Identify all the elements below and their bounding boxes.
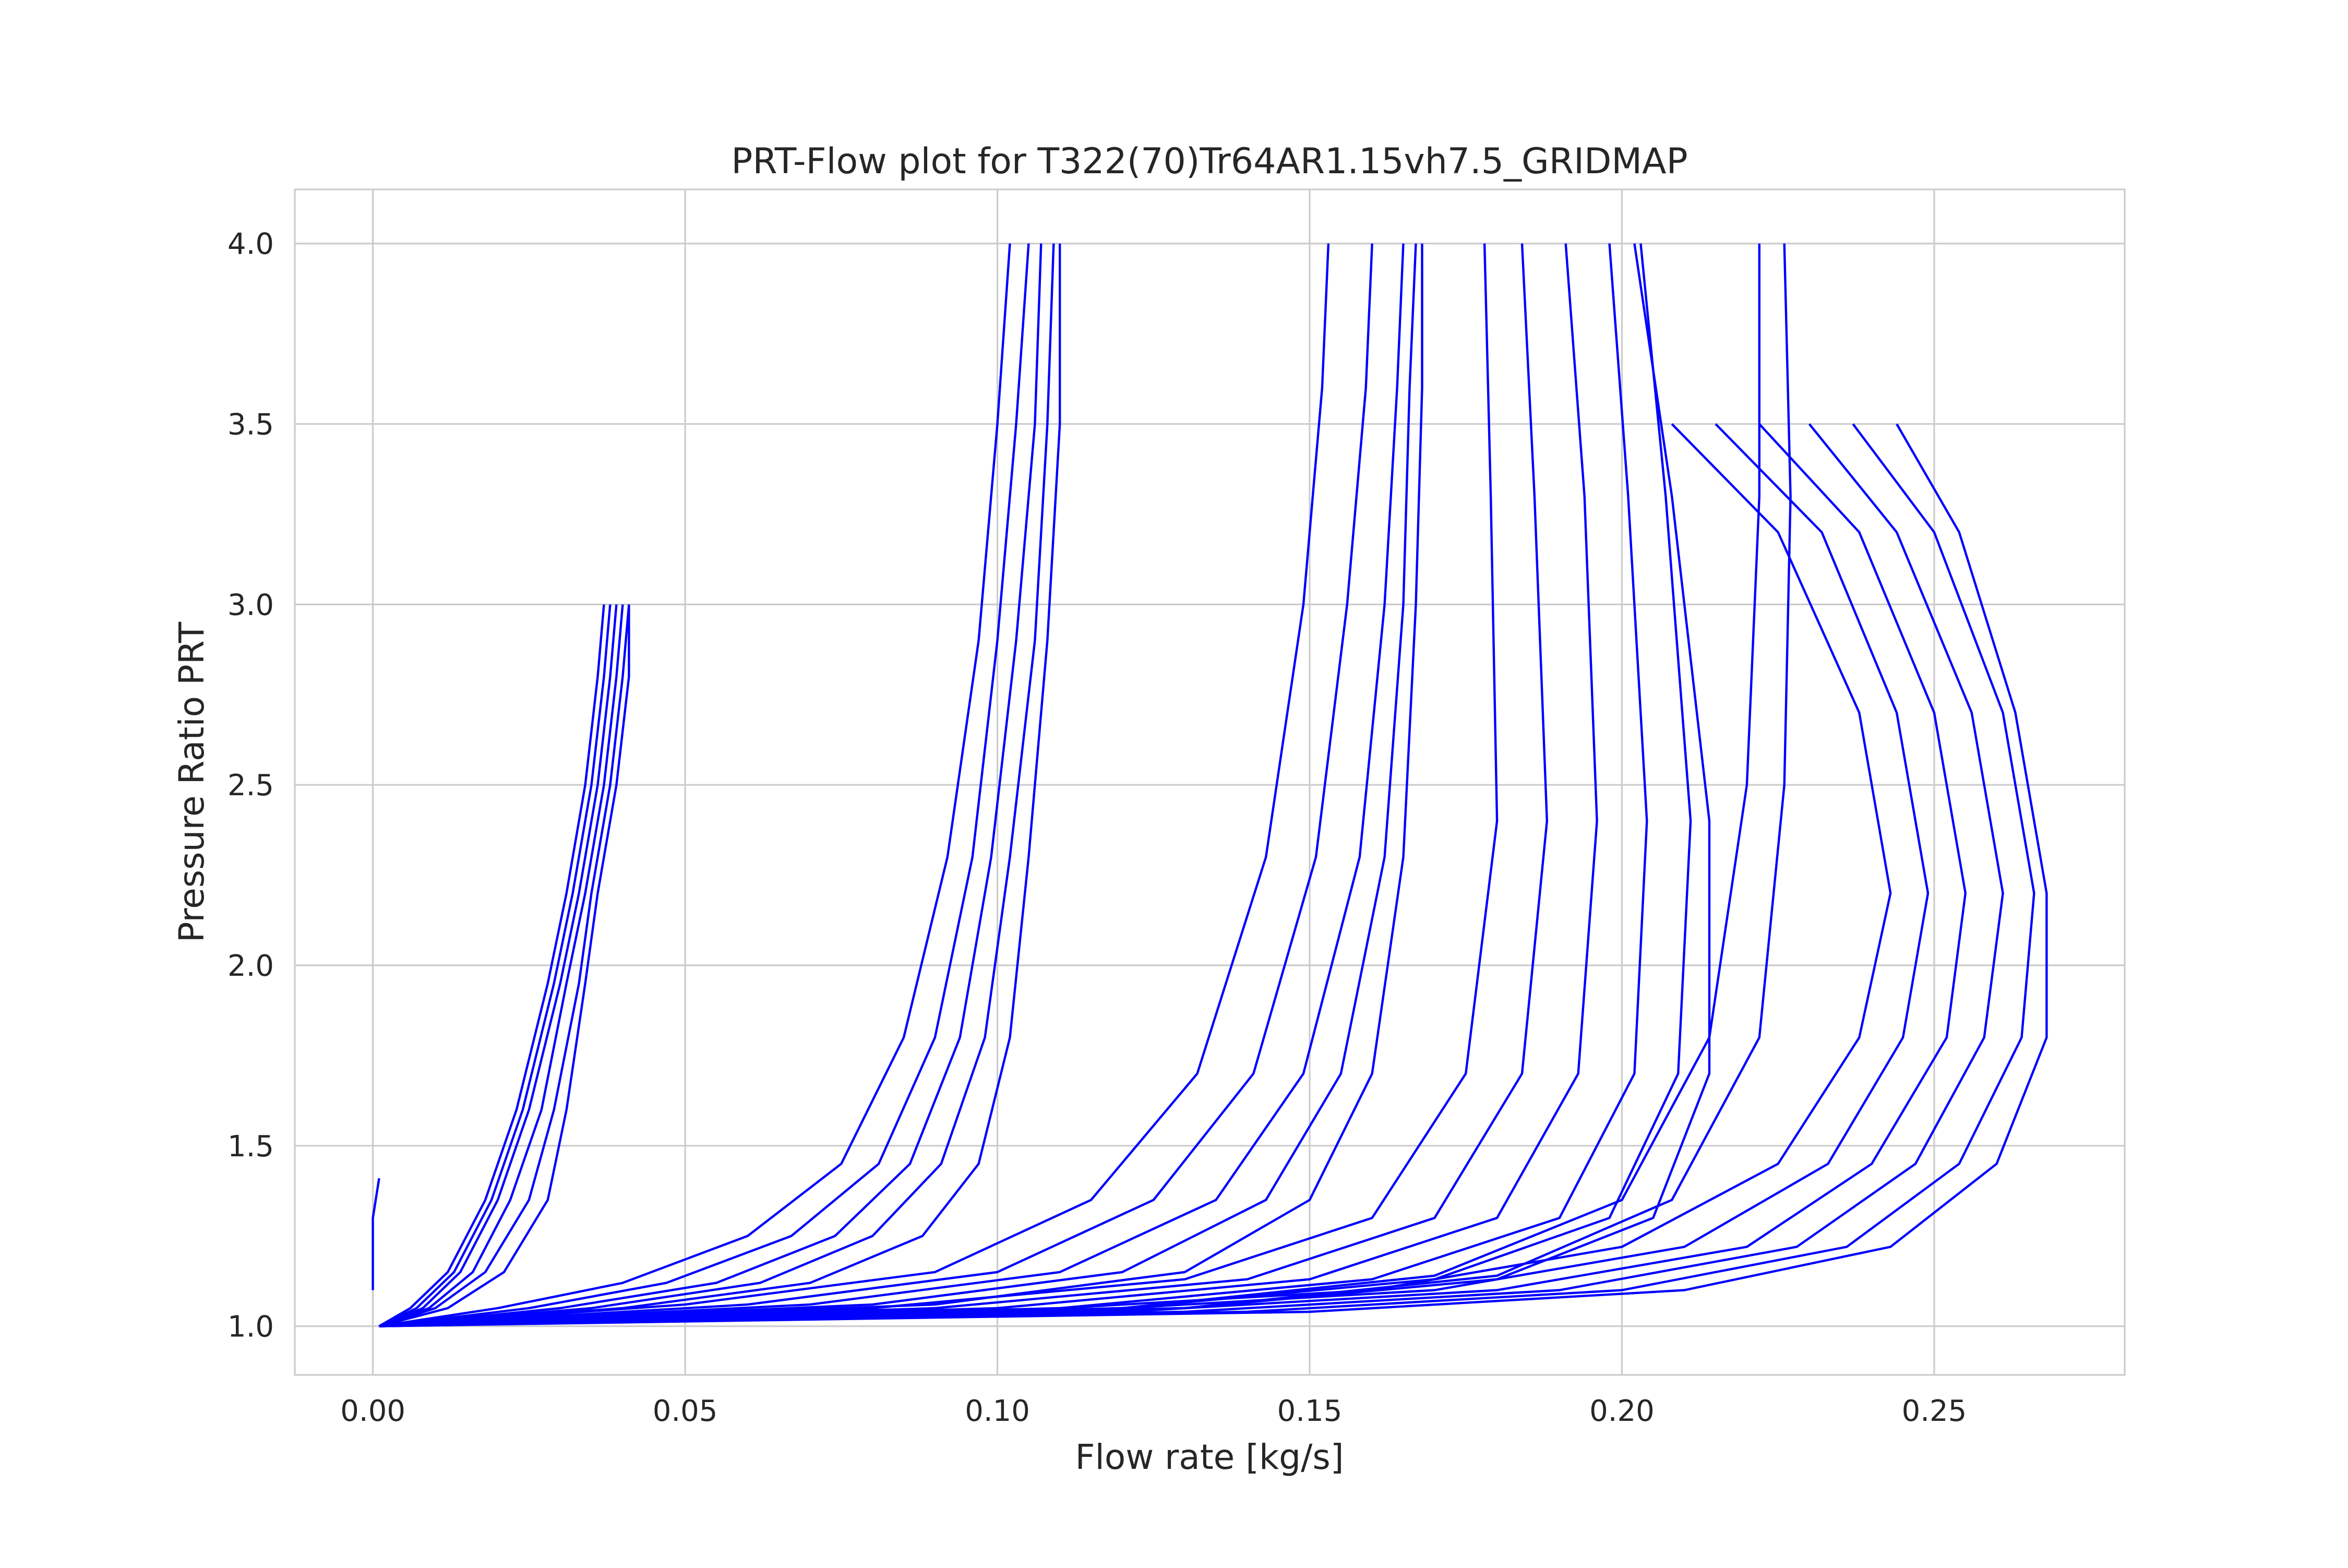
y-axis-title: Pressure Ratio PRT: [172, 621, 212, 942]
y-tick-label: 3.0: [227, 588, 274, 622]
series-line: [378, 604, 605, 1327]
series-line: [379, 243, 1792, 1327]
series-line: [379, 423, 2004, 1327]
series-line: [379, 243, 1598, 1327]
series-group: [372, 243, 2048, 1327]
series-line: [379, 423, 2035, 1327]
series-line: [378, 604, 612, 1327]
series-line: [379, 243, 1330, 1327]
y-tick-label: 2.0: [227, 949, 274, 983]
series-line: [379, 604, 630, 1327]
series-line: [378, 604, 618, 1327]
tick-labels: 0.00 0.05 0.10 0.15 0.20 0.25 1.0 1.5 2.0 2.5 3.0 3…: [227, 228, 1967, 1428]
x-tick-label: 0.25: [1902, 1394, 1967, 1428]
series-line: [372, 1178, 380, 1290]
series-line: [378, 604, 630, 1327]
x-tick-label: 0.10: [965, 1394, 1030, 1428]
series-line: [379, 243, 1055, 1327]
y-tick-label: 1.0: [227, 1310, 274, 1344]
series-line: [379, 243, 1043, 1327]
series-line: [379, 243, 1761, 1327]
series-line: [379, 243, 1011, 1327]
y-tick-label: 4.0: [227, 228, 274, 261]
series-line: [379, 243, 1549, 1327]
series-line: [379, 243, 1648, 1327]
series-line: [379, 423, 1967, 1327]
series-line: [379, 243, 1417, 1327]
series-line: [379, 243, 1373, 1327]
y-tick-label: 3.5: [227, 408, 274, 442]
series-line: [379, 243, 1405, 1327]
plot-frame: [294, 188, 2126, 1376]
x-tick-label: 0.20: [1589, 1394, 1655, 1428]
plot-area: [295, 189, 2125, 1375]
grid: [295, 189, 2125, 1375]
x-tick-label: 0.15: [1277, 1394, 1343, 1428]
y-tick-label: 2.5: [227, 769, 274, 803]
series-line: [378, 604, 624, 1327]
x-tick-label: 0.05: [653, 1394, 718, 1428]
chart-title: PRT-Flow plot for T322(70)Tr64AR1.15vh7.…: [731, 141, 1687, 182]
series-line: [379, 243, 1030, 1327]
x-axis-title: Flow rate [kg/s]: [1075, 1437, 1344, 1477]
y-tick-label: 1.5: [227, 1130, 274, 1164]
series-line: [379, 243, 1499, 1327]
series-line: [379, 423, 2048, 1327]
series-line: [379, 243, 1061, 1327]
x-tick-label: 0.00: [340, 1394, 405, 1428]
